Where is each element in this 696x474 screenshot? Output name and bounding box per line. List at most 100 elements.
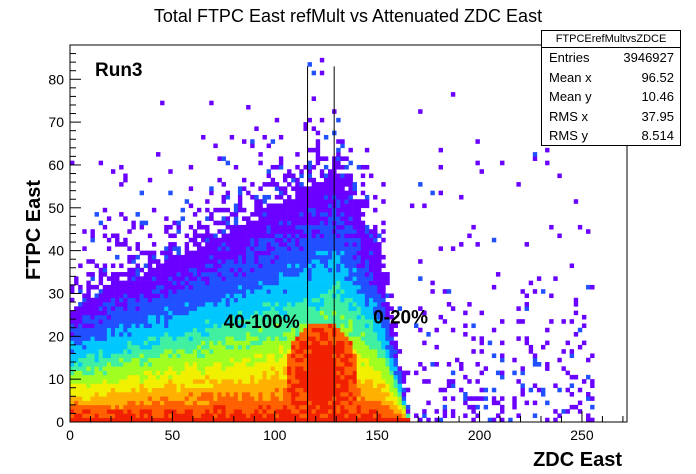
density-bin <box>373 413 378 419</box>
density-bin <box>381 272 386 277</box>
density-bin <box>246 417 251 423</box>
density-bin <box>74 323 79 329</box>
density-bin <box>205 267 210 273</box>
density-bin <box>237 379 243 384</box>
density-bin <box>319 284 325 290</box>
density-bin <box>151 417 157 423</box>
density-bin <box>209 404 214 410</box>
density-bin <box>246 190 251 196</box>
density-bin <box>282 297 288 303</box>
density-bin <box>295 284 300 290</box>
density-bin <box>123 409 128 414</box>
density-bin <box>139 220 145 226</box>
density-bin <box>393 413 398 419</box>
density-bin <box>344 207 349 213</box>
density-bin <box>176 310 181 316</box>
density-bin <box>287 314 292 320</box>
density-bin <box>557 357 562 363</box>
density-bin <box>315 362 321 367</box>
density-bin <box>315 152 321 157</box>
density-bin <box>270 357 276 363</box>
density-bin <box>381 319 386 324</box>
density-bin <box>213 387 218 393</box>
density-bin <box>82 362 87 367</box>
density-bin <box>545 362 550 367</box>
density-bin <box>70 332 75 337</box>
density-bin <box>196 400 202 406</box>
density-bin <box>237 263 243 269</box>
density-bin <box>135 323 140 329</box>
density-bin <box>282 353 288 359</box>
density-bin <box>135 400 140 406</box>
density-bin <box>565 387 570 393</box>
density-bin <box>188 353 194 359</box>
density-bin <box>156 357 161 363</box>
density-bin <box>307 173 312 179</box>
density-bin <box>360 417 366 423</box>
density-bin <box>315 336 321 341</box>
density-bin <box>266 344 271 350</box>
density-bin <box>106 293 112 299</box>
density-bin <box>573 310 579 316</box>
density-bin <box>274 233 280 239</box>
density-bin <box>381 332 386 337</box>
density-bin <box>299 310 304 316</box>
density-bin <box>254 319 259 324</box>
density-bin <box>348 404 353 410</box>
density-bin <box>414 370 419 376</box>
density-bin <box>340 242 345 247</box>
density-bin <box>106 336 112 341</box>
density-bin <box>270 417 276 423</box>
density-bin <box>213 237 218 243</box>
density-bin <box>266 263 271 269</box>
density-bin <box>287 229 292 234</box>
density-bin <box>278 160 284 166</box>
density-bin <box>135 383 140 389</box>
density-bin <box>336 353 341 359</box>
density-bin <box>184 327 190 333</box>
density-bin <box>209 353 214 359</box>
density-bin <box>364 379 370 384</box>
density-bin <box>344 199 349 204</box>
density-bin <box>385 293 390 299</box>
density-bin <box>131 267 136 273</box>
density-bin <box>311 199 317 204</box>
density-bin <box>291 199 296 204</box>
density-bin <box>242 383 247 389</box>
density-bin <box>151 272 157 277</box>
density-bin <box>143 366 149 371</box>
density-bin <box>160 392 165 397</box>
density-bin <box>328 327 333 333</box>
density-bin <box>360 374 366 380</box>
density-bin <box>356 164 362 170</box>
density-bin <box>160 293 165 299</box>
density-bin <box>299 212 304 217</box>
density-bin <box>115 413 120 419</box>
density-bin <box>274 212 280 217</box>
density-bin <box>463 332 468 337</box>
density-bin <box>196 396 202 401</box>
density-bin <box>172 370 177 376</box>
density-bin <box>270 409 276 414</box>
density-bin <box>82 387 87 393</box>
density-bin <box>340 379 345 384</box>
density-bin <box>319 310 325 316</box>
density-bin <box>340 374 345 380</box>
density-bin <box>340 220 345 226</box>
density-bin <box>233 396 239 401</box>
density-bin <box>94 362 99 367</box>
density-bin <box>360 344 366 350</box>
density-bin <box>233 229 239 234</box>
density-bin <box>303 340 308 346</box>
density-bin <box>151 267 157 273</box>
density-bin <box>151 259 157 264</box>
density-bin <box>164 409 169 414</box>
density-bin <box>373 383 378 389</box>
density-bin <box>237 392 243 397</box>
density-bin <box>168 357 173 363</box>
density-bin <box>368 229 374 234</box>
density-bin <box>229 272 235 277</box>
density-bin <box>184 302 190 307</box>
density-bin <box>311 344 317 350</box>
density-bin <box>151 254 157 260</box>
